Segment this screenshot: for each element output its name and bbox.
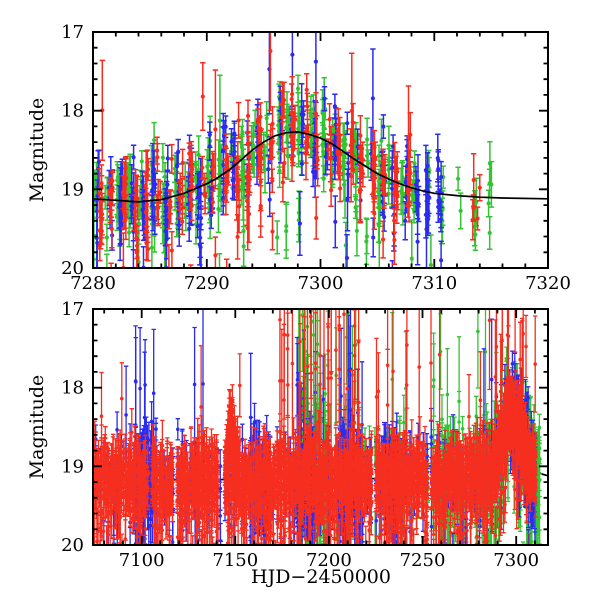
top-axes: 7280 7290 7300 7310 7320 17 18 19 20 bbox=[61, 22, 571, 294]
top-y-tick-label: 20 bbox=[61, 258, 84, 279]
x-axis-title: HJD−2450000 bbox=[251, 566, 391, 588]
top-x-tick-label: 7300 bbox=[298, 273, 344, 294]
bottom-x-tick-label: 7300 bbox=[493, 550, 539, 571]
top-y-axis-title: Magnitude bbox=[26, 97, 48, 203]
top-x-tick-label: 7310 bbox=[411, 273, 457, 294]
top-x-tick-label: 7280 bbox=[70, 273, 116, 294]
top-model-curve bbox=[93, 131, 548, 203]
bottom-errorbars-red bbox=[93, 309, 538, 545]
bottom-tick-marks bbox=[93, 308, 548, 546]
bottom-x-tick-label: 7100 bbox=[119, 550, 165, 571]
top-tick-marks bbox=[92, 31, 549, 269]
bottom-y-tick-label: 17 bbox=[61, 299, 84, 320]
bottom-x-tick-label: 7150 bbox=[212, 550, 258, 571]
bottom-axes: 7100 7150 7200 7250 7300 17 18 19 20 bbox=[61, 299, 549, 571]
bottom-panel-data bbox=[93, 309, 548, 545]
top-panel-data bbox=[93, 32, 548, 268]
top-y-tick-label: 17 bbox=[61, 22, 84, 43]
top-x-tick-label: 7290 bbox=[184, 273, 230, 294]
bottom-x-tick-label: 7250 bbox=[400, 550, 446, 571]
top-x-tick-label: 7320 bbox=[525, 273, 571, 294]
bottom-y-tick-label: 20 bbox=[61, 535, 84, 556]
top-y-tick-label: 18 bbox=[61, 101, 84, 122]
bottom-y-axis-title: Magnitude bbox=[26, 374, 48, 480]
bottom-x-tick-label: 7200 bbox=[306, 550, 352, 571]
bottom-y-tick-label: 18 bbox=[61, 378, 84, 399]
bottom-y-tick-label: 19 bbox=[61, 456, 84, 477]
bottom-points-red bbox=[93, 309, 538, 545]
top-y-tick-label: 19 bbox=[61, 179, 84, 200]
top-points-red bbox=[97, 48, 482, 268]
